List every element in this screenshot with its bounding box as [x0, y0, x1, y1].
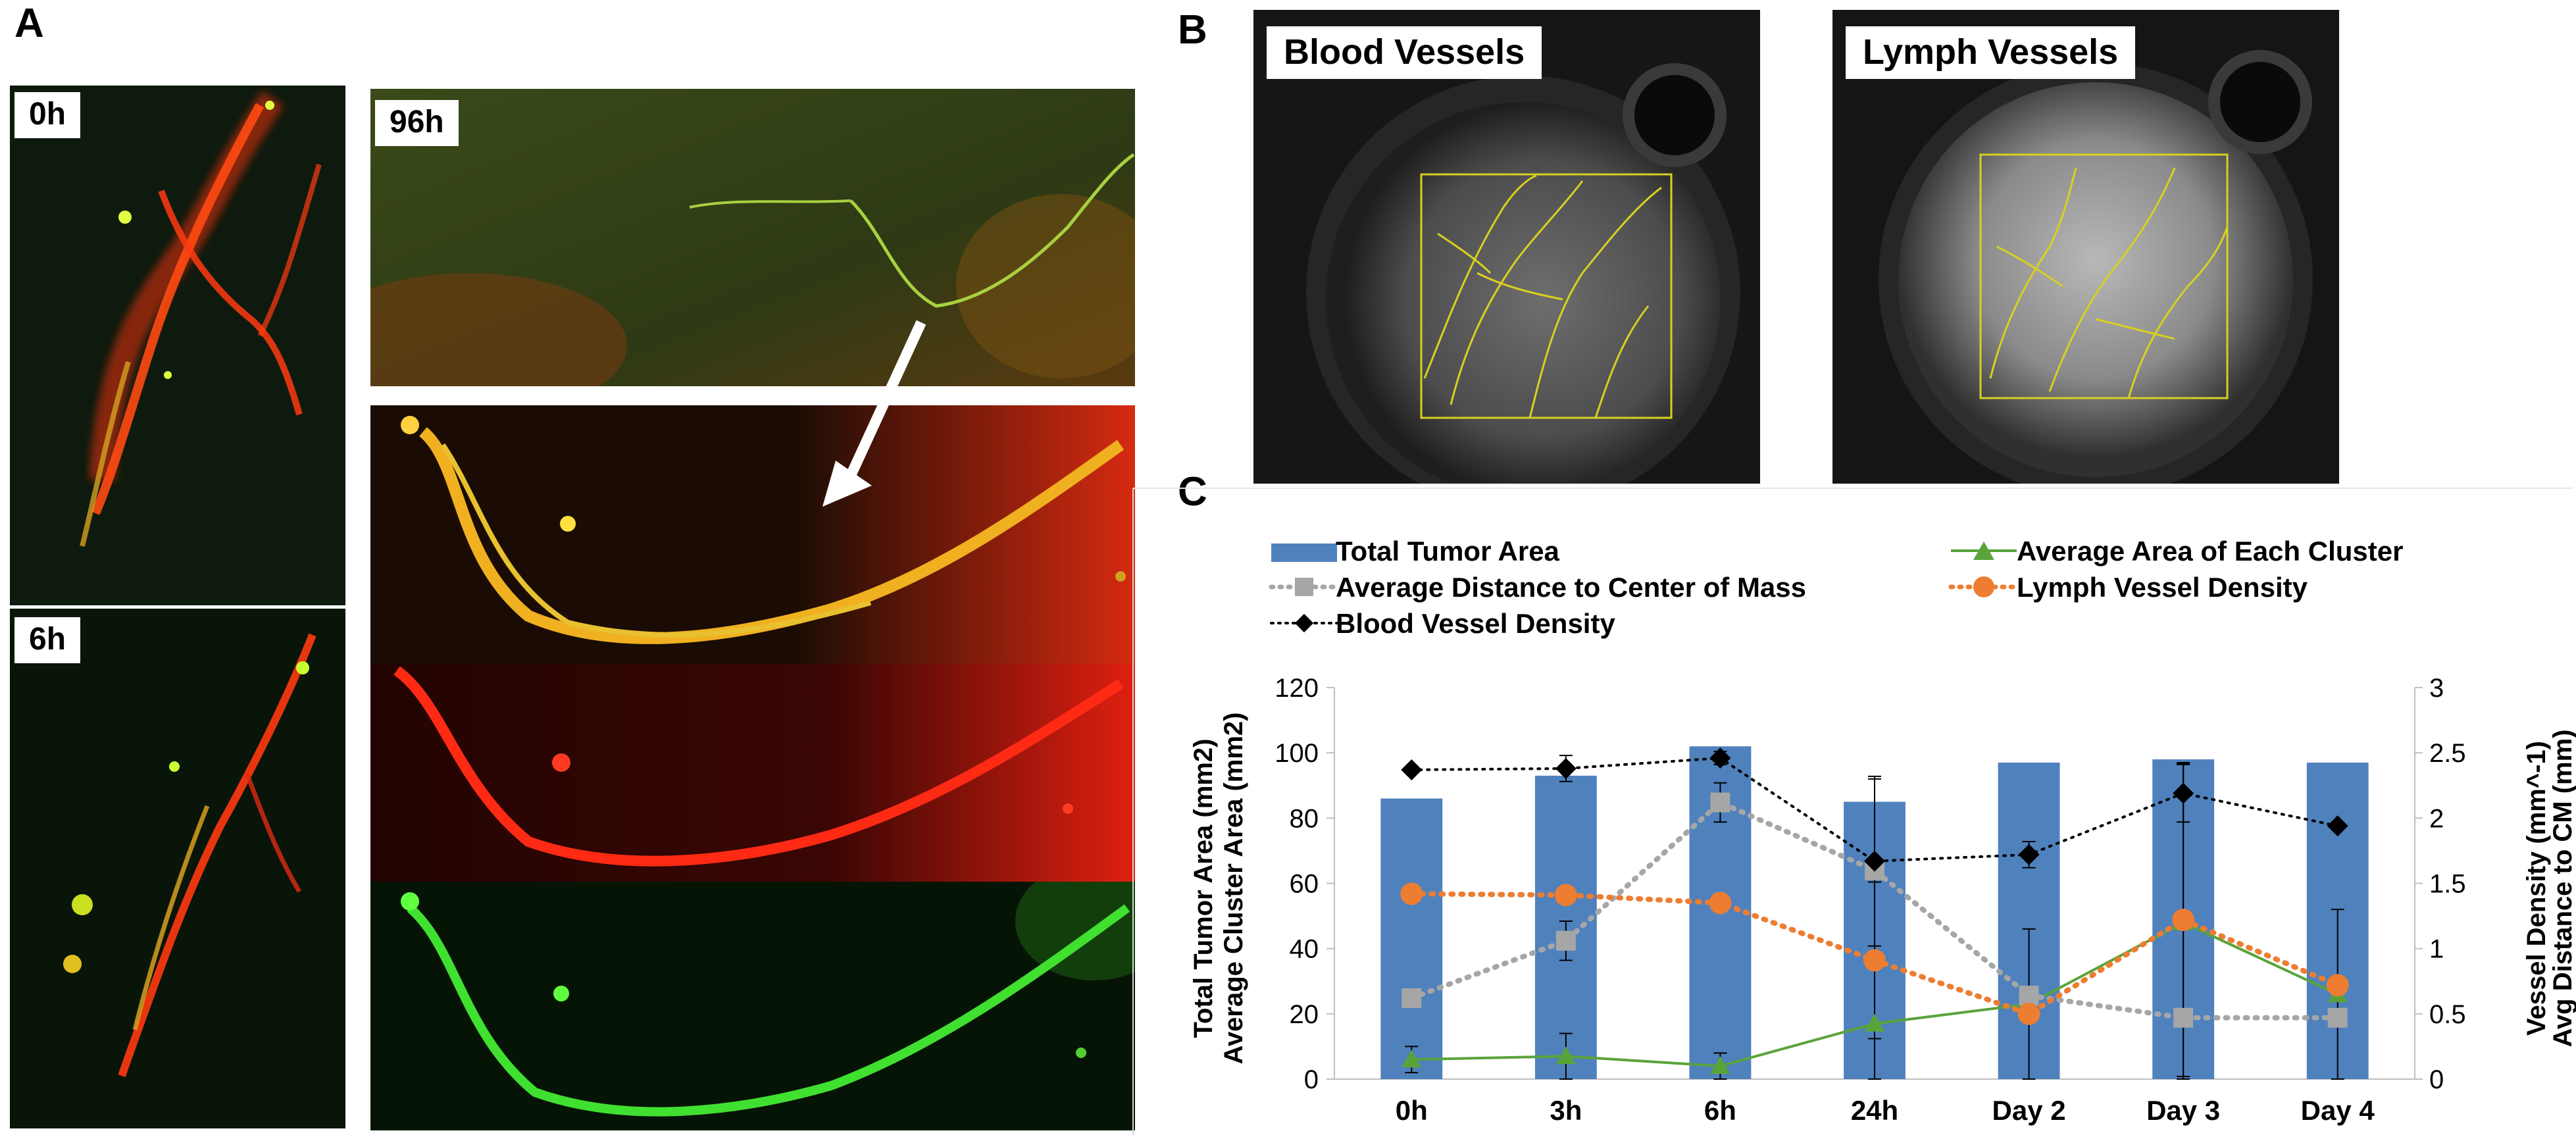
legend-label-bar: Total Tumor Area	[1336, 536, 1560, 567]
lymph-marker	[2326, 974, 2349, 997]
distance-marker	[2173, 1007, 2194, 1028]
lymph-vessel-image	[1832, 10, 2339, 484]
tumor-area-bar	[1380, 798, 1443, 1079]
y-left-tick-label: 120	[1275, 674, 1319, 703]
panel-a-label: A	[14, 1, 44, 46]
distance-marker	[1710, 792, 1730, 813]
micrograph-0h	[10, 86, 345, 605]
y-left-tick-label: 0	[1304, 1065, 1319, 1094]
legend-label-lymph: Lymph Vessel Density	[2017, 572, 2308, 603]
y-left-tick-label: 40	[1290, 935, 1319, 964]
chart-frame	[1132, 488, 2573, 1135]
micrograph-96h-overview	[370, 89, 1135, 386]
panel-c-label: C	[1178, 469, 1207, 515]
legend-label-cluster: Average Area of Each Cluster	[2017, 536, 2403, 567]
panel-b-label: B	[1178, 7, 1207, 53]
y-axis-right-title-line1: Vessel Density (mm^-1)	[2522, 741, 2551, 1036]
x-tick-label: 0h	[1396, 1095, 1428, 1126]
y-axis-left-ticks: 0 20 40 60 80 100 120	[1275, 674, 1334, 1094]
distance-marker	[2327, 1007, 2348, 1028]
blood-marker	[1864, 850, 1885, 872]
x-tick-label: Day 2	[1992, 1095, 2066, 1126]
chart-c: Total Tumor Area Average Distance to Cen…	[1132, 488, 2576, 1135]
y-right-tick-label: 1	[2429, 935, 2444, 964]
y-left-tick-label: 60	[1290, 870, 1319, 899]
y-right-tick-label: 0	[2429, 1065, 2444, 1094]
time-label-6h: 6h	[14, 617, 81, 663]
time-label-96h: 96h	[375, 100, 459, 146]
lymph-vessel-image-art	[1832, 10, 2339, 484]
y-axis-right-title: Vessel Density (mm^-1) Avg Distance to C…	[2522, 729, 2576, 1047]
y-right-tick-label: 1.5	[2429, 870, 2466, 899]
lymph-vessels-title: Lymph Vessels	[1846, 26, 2136, 79]
series-markers	[1400, 747, 2349, 1074]
lymph-marker	[1709, 892, 1732, 915]
legend-label-distance: Average Distance to Center of Mass	[1336, 572, 1806, 603]
lymph-marker	[2172, 909, 2195, 932]
legend-marker-lymph	[1973, 576, 1994, 597]
legend-label-blood: Blood Vessel Density	[1336, 608, 1615, 639]
x-tick-label: 6h	[1704, 1095, 1736, 1126]
micrograph-96h-red-channel	[370, 664, 1135, 882]
x-axis-ticks: 0h 3h 6h 24h Day 2 Day 3 Day 4	[1396, 1095, 2375, 1126]
y-axis-right-ticks: 0 0.5 1 1.5 2 2.5 3	[2415, 674, 2466, 1094]
legend-marker-blood	[1294, 613, 1314, 633]
distance-marker	[2019, 986, 2039, 1006]
y-left-tick-label: 80	[1290, 804, 1319, 833]
micrograph-merged-art	[370, 405, 1135, 664]
blood-vessel-image-art	[1253, 10, 1760, 484]
micrograph-96h-green-channel	[370, 882, 1135, 1130]
chart-legend: Total Tumor Area Average Distance to Cen…	[1269, 536, 2403, 639]
micrograph-0h-art	[10, 86, 345, 605]
distance-marker	[1555, 930, 1576, 951]
legend-swatch-bar	[1271, 543, 1337, 562]
y-axis-left-title-line1: Total Tumor Area (mm2)	[1189, 739, 1218, 1038]
distance-marker	[1402, 988, 1422, 1009]
legend-marker-distance	[1295, 578, 1313, 596]
x-tick-label: 24h	[1851, 1095, 1898, 1126]
blood-marker	[2018, 844, 2040, 865]
cluster-marker	[1710, 1056, 1730, 1074]
micrograph-96h-merged	[370, 405, 1135, 664]
y-axis-left-title-line2: Average Cluster Area (mm2)	[1219, 712, 1248, 1064]
x-tick-label: Day 3	[2146, 1095, 2220, 1126]
x-tick-label: Day 4	[2301, 1095, 2375, 1126]
cluster-marker	[1555, 1046, 1576, 1065]
blood-marker	[2173, 782, 2194, 804]
micrograph-96h-overview-art	[370, 89, 1135, 386]
micrograph-6h	[10, 609, 345, 1128]
blood-marker	[1709, 747, 1731, 769]
micrograph-6h-art	[10, 609, 345, 1128]
lymph-marker	[2017, 1002, 2040, 1025]
lymph-marker	[1863, 949, 1886, 972]
micrograph-red-art	[370, 664, 1135, 882]
y-left-tick-label: 100	[1275, 739, 1319, 768]
x-tick-label: 3h	[1550, 1095, 1582, 1126]
y-right-tick-label: 0.5	[2429, 1000, 2466, 1029]
blood-vessels-title: Blood Vessels	[1267, 26, 1542, 79]
y-right-tick-label: 3	[2429, 674, 2444, 703]
y-right-tick-label: 2	[2429, 804, 2444, 833]
time-label-0h: 0h	[14, 92, 81, 138]
blood-marker	[2327, 815, 2348, 837]
y-axis-left-title: Total Tumor Area (mm2) Average Cluster A…	[1189, 712, 1248, 1064]
cluster-marker	[1402, 1049, 1422, 1068]
arrow-icon	[822, 320, 926, 507]
micrograph-green-art	[370, 882, 1135, 1130]
blood-marker	[1401, 759, 1423, 780]
cluster-marker	[1865, 1013, 1884, 1032]
blood-vessel-image	[1253, 10, 1760, 484]
blood-marker	[1555, 757, 1577, 779]
y-right-tick-label: 2.5	[2429, 739, 2466, 768]
lymph-marker	[1554, 884, 1577, 907]
lymph-marker	[1400, 882, 1423, 905]
legend-marker-cluster	[1973, 542, 1994, 560]
y-axis-right-title-line2: Avg Distance to CM (mm)	[2548, 729, 2576, 1047]
y-left-tick-label: 20	[1290, 1000, 1319, 1029]
